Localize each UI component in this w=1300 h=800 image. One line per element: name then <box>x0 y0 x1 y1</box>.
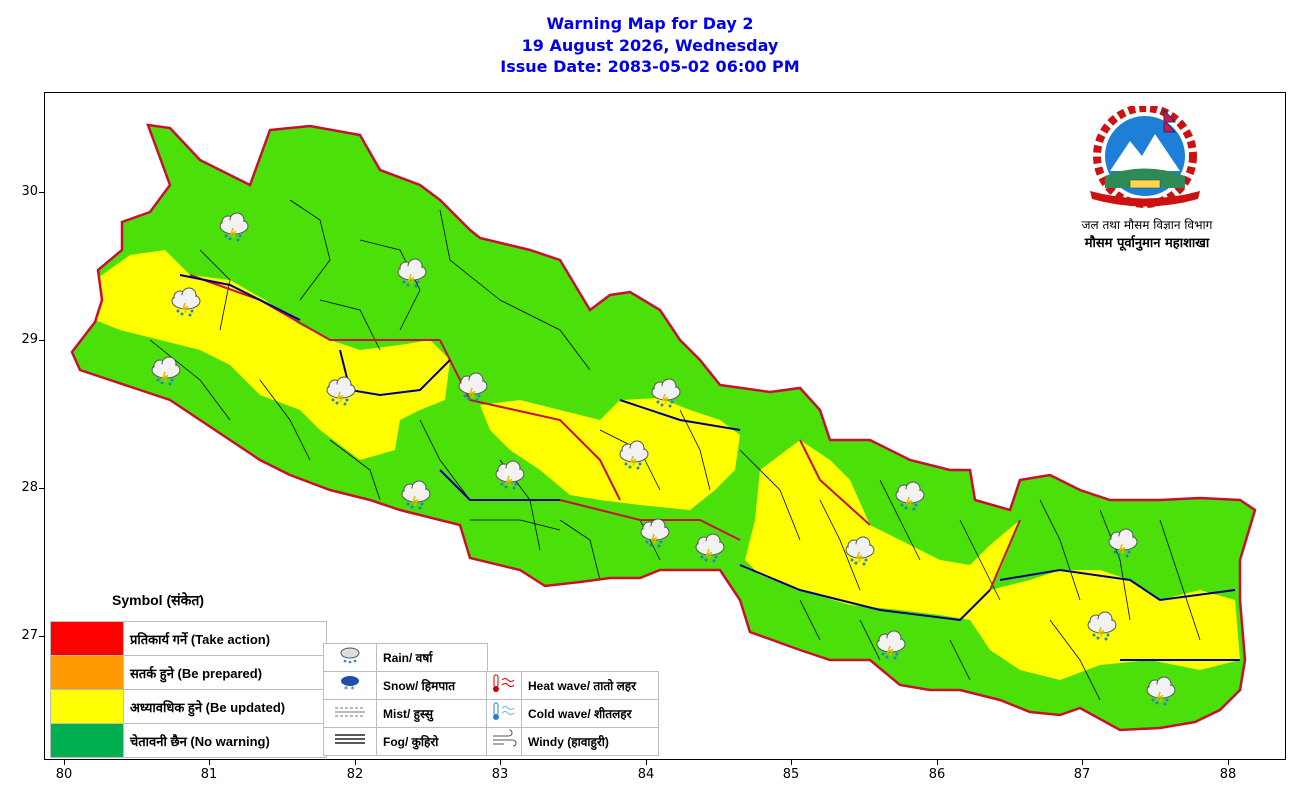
heat-wave-label: Heat wave/ तातो लहर <box>521 671 659 700</box>
cold-wave-icon <box>486 699 522 728</box>
be-prepared-label: सतर्क हुने (Be prepared) <box>123 655 327 690</box>
mist-label: Mist/ हुस्सु <box>376 699 488 728</box>
y-tick-28: 28 <box>21 480 38 495</box>
forecast-date: 19 August 2026, Wednesday <box>521 36 779 55</box>
mist-icon <box>323 699 377 728</box>
x-tick-mark <box>1228 760 1229 765</box>
map-frame <box>44 92 1286 760</box>
issue-date: Issue Date: 2083-05-02 06:00 PM <box>500 57 800 76</box>
y-tick-30: 30 <box>21 184 38 199</box>
windy-icon <box>486 727 522 756</box>
division-name: मौसम पूर्वानुमान महाशाखा <box>1084 236 1210 251</box>
take-action-label: प्रतिकार्य गर्ने (Take action) <box>123 621 327 656</box>
y-tick-mark <box>39 192 44 193</box>
x-tick-mark <box>209 760 210 765</box>
x-tick-mark <box>937 760 938 765</box>
y-tick-mark <box>39 340 44 341</box>
rain-label: Rain/ वर्षा <box>376 643 488 672</box>
no-warning-label: चेतावनी छैन (No warning) <box>123 723 327 758</box>
x-tick-86: 86 <box>928 767 946 782</box>
x-tick-mark <box>500 760 501 765</box>
x-tick-mark <box>64 760 65 765</box>
x-tick-mark <box>791 760 792 765</box>
x-tick-84: 84 <box>637 767 655 782</box>
x-tick-83: 83 <box>491 767 509 782</box>
no-warning-swatch <box>50 723 124 758</box>
weather-symbol-legend: Rain/ वर्षा * * Snow/ हिमपात Mist/ हुस्स… <box>323 643 488 756</box>
government-emblem-icon <box>1090 106 1200 208</box>
rain-icon <box>323 643 377 672</box>
svg-text:* *: * * <box>344 685 355 693</box>
x-tick-85: 85 <box>782 767 800 782</box>
heat-wave-icon <box>486 671 522 700</box>
x-tick-87: 87 <box>1073 767 1091 782</box>
be-prepared-swatch <box>50 655 124 690</box>
windy-label: Windy (हावाहुरी) <box>521 727 659 756</box>
take-action-swatch <box>50 621 124 656</box>
map-title: Warning Map for Day 2 <box>546 14 754 33</box>
snow-label: Snow/ हिमपात <box>376 671 488 700</box>
y-tick-mark <box>39 488 44 489</box>
warning-level-legend: प्रतिकार्य गर्ने (Take action) सतर्क हुन… <box>50 621 327 758</box>
x-tick-81: 81 <box>200 767 218 782</box>
be-updated-swatch <box>50 689 124 724</box>
snow-icon: * * <box>323 671 377 700</box>
fog-icon <box>323 727 377 756</box>
fog-label: Fog/ कुहिरो <box>376 727 488 756</box>
y-tick-29: 29 <box>21 332 38 347</box>
x-tick-80: 80 <box>55 767 73 782</box>
y-tick-mark <box>39 636 44 637</box>
x-tick-88: 88 <box>1219 767 1237 782</box>
x-tick-mark <box>1082 760 1083 765</box>
x-tick-mark <box>646 760 647 765</box>
be-updated-region-central <box>480 398 740 510</box>
y-tick-27: 27 <box>21 628 38 643</box>
legend-title: Symbol (संकेत) <box>112 592 204 608</box>
x-tick-mark <box>355 760 356 765</box>
hazard-symbol-legend: Heat wave/ तातो लहर Cold wave/ शीतलहर Wi… <box>486 671 659 756</box>
cold-wave-label: Cold wave/ शीतलहर <box>521 699 659 728</box>
x-tick-82: 82 <box>346 767 364 782</box>
be-updated-label: अध्यावधिक हुने (Be updated) <box>123 689 327 724</box>
nepal-border <box>70 123 1257 732</box>
department-name: जल तथा मौसम विज्ञान विभाग <box>1081 218 1213 232</box>
